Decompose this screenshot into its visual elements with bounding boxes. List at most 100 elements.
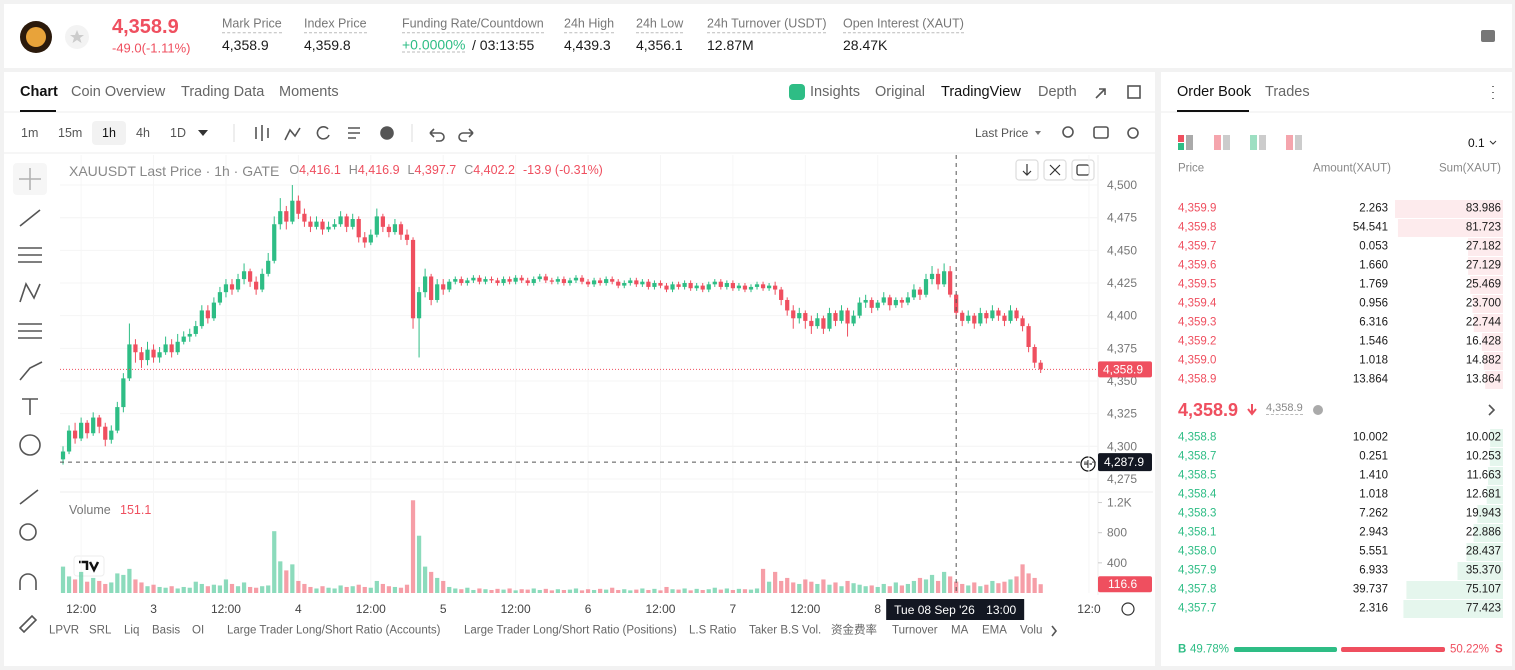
dropdown-icon[interactable] (198, 130, 208, 136)
interval[interactable]: 4h (136, 125, 150, 140)
info-icon[interactable] (1313, 405, 1323, 415)
price[interactable]: 4,359.0 (1178, 354, 1217, 367)
price[interactable]: 4,359.3 (1178, 316, 1217, 329)
expand-icon[interactable] (1095, 88, 1106, 99)
tab[interactable]: Moments (279, 83, 339, 100)
indicator-tab[interactable]: L.S Ratio (689, 624, 737, 637)
indicator-tab[interactable]: Large Trader Long/Short Ratio (Accounts) (227, 624, 441, 637)
zoom-tool[interactable] (19, 523, 37, 541)
view-tab[interactable]: Insights (810, 83, 860, 100)
volume-bar (392, 586, 398, 593)
volume-bar (948, 576, 953, 593)
icon[interactable] (1250, 135, 1257, 150)
candle-body (362, 237, 367, 243)
indicator-icon[interactable] (284, 127, 301, 141)
price[interactable]: 4,358.8 (1178, 431, 1217, 444)
price[interactable]: 4,357.8 (1178, 583, 1217, 596)
tab[interactable]: Coin Overview (71, 83, 166, 100)
price[interactable]: 4,359.7 (1178, 240, 1217, 253)
tab[interactable]: Trading Data (181, 83, 265, 100)
settings-icon[interactable] (1127, 127, 1139, 139)
price[interactable]: 4,359.2 (1178, 335, 1217, 348)
search-icon[interactable] (1062, 126, 1074, 138)
dropdown-icon[interactable] (1489, 140, 1497, 145)
template-icon[interactable] (348, 127, 360, 139)
line-tool[interactable] (19, 209, 41, 227)
price[interactable]: 4,358.3 (1178, 507, 1217, 520)
brush-tool[interactable] (19, 361, 43, 381)
emoji-tool[interactable] (19, 434, 41, 456)
volume-bar (857, 584, 862, 593)
add-icon[interactable] (380, 126, 394, 140)
indicator-tab[interactable]: SRL (89, 624, 112, 637)
volume-bar (205, 586, 210, 593)
icon[interactable] (1178, 135, 1184, 142)
coin-logo-inner (26, 27, 46, 47)
price-type-select[interactable]: Last Price (975, 126, 1029, 140)
scroll-right[interactable] (1051, 625, 1058, 637)
price[interactable]: 4,359.9 (1178, 202, 1217, 215)
candle-body (748, 286, 754, 290)
redo-icon[interactable] (458, 128, 474, 142)
candle-body (712, 281, 717, 285)
candle-body (591, 280, 597, 285)
pattern-tool[interactable] (19, 282, 41, 303)
axis-settings[interactable] (1121, 602, 1135, 616)
price[interactable]: 4,359.5 (1178, 278, 1217, 291)
indicator-tab[interactable]: LPVR (49, 624, 80, 637)
fit-button[interactable] (1043, 159, 1067, 181)
indicator-tab[interactable]: Basis (152, 624, 181, 637)
indicator-tab[interactable]: Liq (124, 624, 140, 637)
view-tab[interactable]: Depth (1038, 83, 1077, 100)
tab[interactable]: Chart (20, 83, 58, 100)
maximize-icon[interactable] (1127, 85, 1141, 99)
reset-button[interactable] (1071, 159, 1095, 181)
indicator-tab[interactable]: MA (951, 624, 969, 637)
candle-type-icon[interactable] (255, 125, 269, 141)
price[interactable]: 4,358.7 (1178, 450, 1217, 463)
indicator-tab[interactable]: Volu (1020, 624, 1043, 637)
interval[interactable]: 1h (102, 125, 116, 140)
replay-icon[interactable] (316, 126, 330, 140)
projection-tool[interactable] (18, 323, 42, 339)
precision-select[interactable]: 0.1 (1468, 136, 1485, 150)
icon[interactable] (1214, 135, 1221, 150)
camera-icon[interactable] (1093, 126, 1109, 139)
indicator-tab[interactable]: EMA (982, 624, 1007, 637)
price[interactable]: 4,358.9 (1178, 373, 1217, 386)
text-tool[interactable] (22, 398, 38, 415)
scroll-button[interactable] (1015, 159, 1039, 181)
undo-icon[interactable] (429, 128, 445, 142)
layout-button[interactable] (1481, 30, 1495, 42)
indicator-tab[interactable]: OI (192, 624, 205, 637)
candle-body (91, 417, 96, 434)
view-tab[interactable]: TradingView (941, 83, 1021, 100)
pencil-tool[interactable] (18, 614, 38, 634)
price[interactable]: 4,359.8 (1178, 221, 1217, 234)
view-tab[interactable]: Original (875, 83, 925, 100)
volume-bar (634, 589, 639, 593)
indicator-tab[interactable]: Taker B.S Vol. (749, 624, 822, 637)
magnet-tool[interactable] (19, 573, 37, 590)
price[interactable]: 4,359.6 (1178, 259, 1217, 272)
chevron-icon[interactable] (1488, 404, 1496, 416)
interval[interactable]: 1D (170, 125, 186, 140)
icon[interactable] (1286, 135, 1293, 150)
ruler-tool[interactable] (19, 489, 39, 505)
price[interactable]: 4,357.9 (1178, 564, 1217, 577)
tab[interactable]: Trades (1265, 83, 1310, 100)
interval[interactable]: 1m (21, 125, 39, 140)
price[interactable]: 4,359.4 (1178, 297, 1217, 310)
tab[interactable]: Order Book (1177, 83, 1252, 100)
price[interactable]: 4,358.4 (1178, 488, 1217, 501)
fib-tool[interactable] (18, 247, 42, 263)
price[interactable]: 4,358.5 (1178, 469, 1217, 482)
price[interactable]: 4,358.0 (1178, 545, 1217, 558)
candle-body (115, 407, 120, 431)
indicator-tab[interactable]: Turnover (892, 624, 938, 637)
indicator-tab[interactable]: 资金费率 (831, 624, 877, 637)
price[interactable]: 4,357.7 (1178, 602, 1217, 615)
interval[interactable]: 15m (58, 125, 83, 140)
indicator-tab[interactable]: Large Trader Long/Short Ratio (Positions… (464, 624, 677, 637)
price[interactable]: 4,358.1 (1178, 526, 1217, 539)
